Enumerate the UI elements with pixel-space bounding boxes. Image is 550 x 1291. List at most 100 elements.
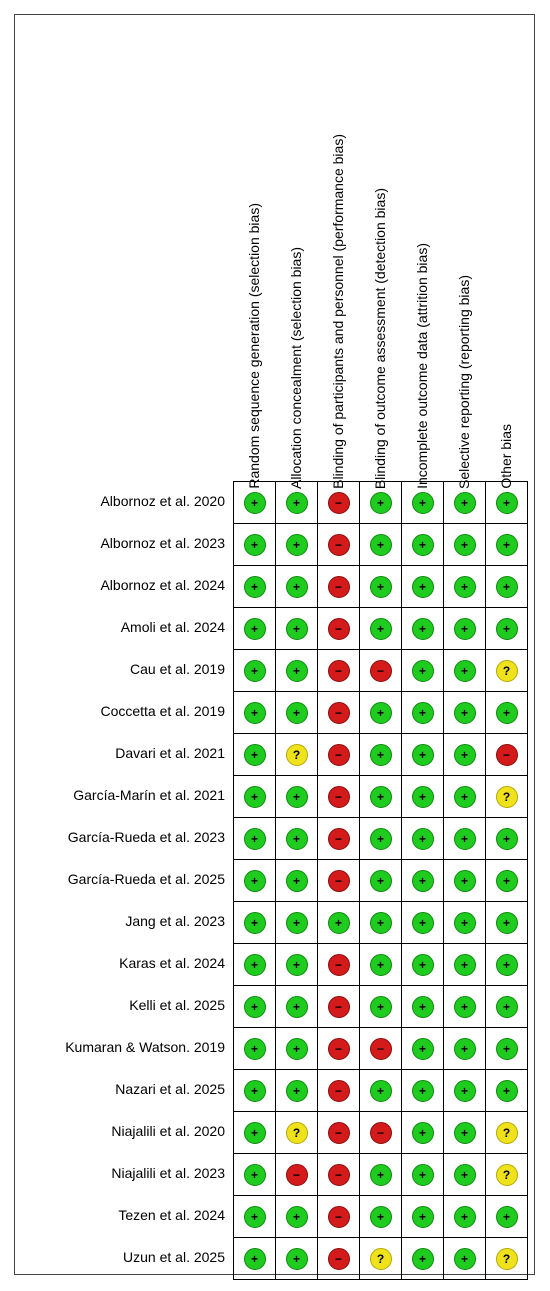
- rating-cell: +: [234, 818, 276, 860]
- rating-cell: +: [402, 1070, 444, 1112]
- unclear-risk-icon: ?: [495, 659, 518, 682]
- low-risk-icon: +: [243, 869, 266, 892]
- low-risk-icon: +: [369, 869, 392, 892]
- domain-header: Other bias: [485, 35, 527, 489]
- study-label: Uzun et al. 2025: [123, 1249, 225, 1265]
- low-risk-icon: +: [369, 533, 392, 556]
- high-risk-icon: −: [327, 869, 350, 892]
- rating-cell: +: [276, 650, 318, 692]
- rating-cell: −: [318, 944, 360, 986]
- study-label: Davari et al. 2021: [115, 745, 225, 761]
- rating-cell: ?: [276, 1112, 318, 1154]
- low-risk-icon: +: [453, 911, 476, 934]
- low-risk-icon: +: [453, 1121, 476, 1144]
- rating-cell: −: [318, 650, 360, 692]
- study-label: Karas et al. 2024: [119, 955, 225, 971]
- rating-cell: +: [360, 608, 402, 650]
- rating-cell: +: [360, 902, 402, 944]
- rating-cell: +: [444, 692, 486, 734]
- low-risk-icon: +: [495, 1205, 518, 1228]
- low-risk-icon: +: [369, 953, 392, 976]
- rating-cell: +: [486, 1028, 528, 1070]
- rating-cell: −: [318, 524, 360, 566]
- rating-cell: +: [360, 818, 402, 860]
- rating-cell: +: [444, 734, 486, 776]
- low-risk-icon: +: [285, 953, 308, 976]
- low-risk-icon: +: [285, 995, 308, 1018]
- study-label: Albornoz et al. 2023: [100, 535, 225, 551]
- rating-cell: ?: [486, 1154, 528, 1196]
- rating-cell: +: [402, 860, 444, 902]
- study-label: Cau et al. 2019: [130, 661, 225, 677]
- high-risk-icon: −: [327, 1079, 350, 1102]
- rating-cell: +: [444, 944, 486, 986]
- rating-cell: +: [444, 986, 486, 1028]
- study-label: Nazari et al. 2025: [115, 1081, 225, 1097]
- rating-cell: +: [234, 650, 276, 692]
- rating-cell: +: [360, 860, 402, 902]
- study-label: Kumaran & Watson. 2019: [65, 1039, 225, 1055]
- high-risk-icon: −: [327, 491, 350, 514]
- rating-cell: ?: [486, 650, 528, 692]
- low-risk-icon: +: [411, 1247, 434, 1270]
- high-risk-icon: −: [495, 743, 518, 766]
- low-risk-icon: +: [243, 785, 266, 808]
- rating-cell: +: [276, 860, 318, 902]
- rating-cell: +: [234, 1112, 276, 1154]
- table-row: + + − + + + +: [234, 608, 528, 650]
- high-risk-icon: −: [327, 785, 350, 808]
- high-risk-icon: −: [327, 953, 350, 976]
- high-risk-icon: −: [285, 1163, 308, 1186]
- rating-cell: +: [486, 944, 528, 986]
- rating-cell: +: [486, 1196, 528, 1238]
- rating-cell: +: [276, 1238, 318, 1280]
- rating-cell: +: [402, 608, 444, 650]
- rating-cell: +: [318, 902, 360, 944]
- rating-cell: +: [486, 902, 528, 944]
- rating-cell: −: [318, 1112, 360, 1154]
- table-row: + + − + + + +: [234, 860, 528, 902]
- table-row: + + − + + + +: [234, 818, 528, 860]
- rating-cell: +: [234, 734, 276, 776]
- rating-cell: +: [444, 776, 486, 818]
- high-risk-icon: −: [327, 995, 350, 1018]
- rating-cell: +: [360, 944, 402, 986]
- low-risk-icon: +: [243, 491, 266, 514]
- low-risk-icon: +: [285, 785, 308, 808]
- rating-cell: −: [318, 1028, 360, 1070]
- rating-cell: +: [444, 1238, 486, 1280]
- rating-cell: +: [276, 692, 318, 734]
- domain-header-label: Random sequence generation (selection bi…: [246, 203, 262, 489]
- study-label: Tezen et al. 2024: [118, 1207, 225, 1223]
- low-risk-icon: +: [495, 617, 518, 640]
- low-risk-icon: +: [285, 533, 308, 556]
- low-risk-icon: +: [243, 533, 266, 556]
- study-label: Albornoz et al. 2020: [100, 493, 225, 509]
- rating-cell: +: [486, 1070, 528, 1112]
- domain-header-label: Blinding of participants and personnel (…: [330, 134, 346, 489]
- rating-cell: +: [444, 818, 486, 860]
- unclear-risk-icon: ?: [285, 743, 308, 766]
- low-risk-icon: +: [243, 701, 266, 724]
- low-risk-icon: +: [495, 953, 518, 976]
- rating-cell: +: [360, 1154, 402, 1196]
- rating-cell: −: [360, 650, 402, 692]
- low-risk-icon: +: [411, 659, 434, 682]
- low-risk-icon: +: [369, 575, 392, 598]
- low-risk-icon: +: [243, 953, 266, 976]
- high-risk-icon: −: [369, 1121, 392, 1144]
- low-risk-icon: +: [285, 617, 308, 640]
- table-row: + + − + + +?: [234, 776, 528, 818]
- risk-of-bias-figure: Random sequence generation (selection bi…: [14, 14, 535, 1280]
- rating-cell: +: [402, 566, 444, 608]
- low-risk-icon: +: [285, 869, 308, 892]
- rating-cell: +: [486, 566, 528, 608]
- low-risk-icon: +: [453, 533, 476, 556]
- low-risk-icon: +: [369, 995, 392, 1018]
- low-risk-icon: +: [369, 491, 392, 514]
- high-risk-icon: −: [327, 1037, 350, 1060]
- domain-header-label: Other bias: [498, 424, 514, 489]
- rating-cell: +: [444, 1112, 486, 1154]
- rating-cell: −: [318, 776, 360, 818]
- table-row: + + + + + + +: [234, 902, 528, 944]
